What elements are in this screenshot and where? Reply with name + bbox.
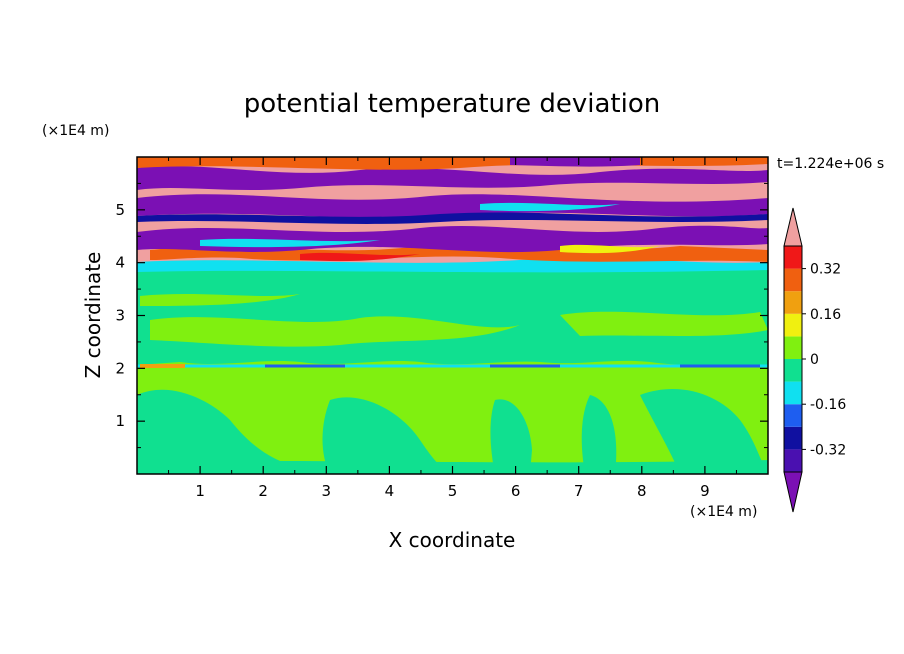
x-tick-label: 5	[448, 482, 458, 500]
field-plume-2	[322, 397, 450, 474]
field-band-purple-3	[137, 166, 768, 190]
colorbar-segment	[784, 359, 802, 382]
colorbar-extend-top	[783, 207, 803, 247]
chart-title: potential temperature deviation	[244, 89, 660, 119]
time-label: t=1.224e+06 s	[777, 156, 884, 172]
colorbar-segment	[784, 449, 802, 472]
colorbar-tick-label: -0.16	[810, 397, 846, 413]
field-band-transition-green	[137, 270, 768, 282]
colorbar-tick-label: 0.32	[810, 262, 841, 278]
colorbar-tick-label: 0.16	[810, 307, 841, 323]
field-band-yellow-1	[560, 244, 660, 254]
x-tick-label: 4	[385, 482, 395, 500]
field-band-aqua-2	[480, 202, 620, 212]
y-tick-label: 1	[115, 412, 125, 430]
colorbar-segment	[784, 381, 802, 405]
colorbar-segment	[784, 336, 802, 359]
field-plume-4	[581, 395, 617, 474]
x-tick-label: 2	[258, 482, 268, 500]
x-axis: 1 2 3 4 5 6 7 8 9	[168, 157, 737, 500]
field-plume-1	[137, 389, 300, 474]
y-tick-label: 4	[115, 254, 125, 272]
colorbar-segment	[784, 404, 802, 427]
field-patch-1	[150, 316, 520, 347]
x-tick-label: 8	[637, 482, 647, 500]
colorbar-segment	[784, 268, 802, 292]
colorbar-tick-label: 0	[810, 352, 819, 368]
y-axis: 1 2 3 4 5	[115, 182, 768, 449]
x-tick-label: 1	[195, 482, 205, 500]
x-tick-label: 6	[511, 482, 521, 500]
x-tick-label: 7	[574, 482, 584, 500]
colorbar: 0.32 0.16 0 -0.16 -0.32	[783, 207, 846, 513]
y-tick-label: 5	[115, 201, 125, 219]
colorbar-segment	[784, 313, 802, 337]
colorbar-segment	[784, 426, 802, 450]
x-tick-label: 3	[322, 482, 332, 500]
field-band-purple-top	[510, 157, 640, 167]
colorbar-tick-label: -0.32	[810, 442, 846, 458]
field-band-red-1	[300, 252, 420, 262]
colorbar-segment	[784, 246, 802, 269]
field-band-aqua-1	[200, 238, 380, 248]
field-plume-5	[640, 389, 768, 474]
heatmap-field	[137, 157, 768, 474]
x-tick-label: 9	[700, 482, 710, 500]
field-plume-3	[490, 399, 532, 474]
y-axis-title: Z coordinate	[81, 252, 105, 379]
colorbar-extend-bottom	[783, 471, 803, 513]
field-patch-3	[140, 294, 300, 306]
x-unit-label: (×1E4 m)	[690, 504, 757, 520]
x-axis-title: X coordinate	[389, 528, 516, 552]
field-patch-2	[560, 311, 768, 336]
y-unit-label: (×1E4 m)	[42, 123, 109, 139]
y-tick-label: 3	[115, 307, 125, 325]
colorbar-segment	[784, 291, 802, 314]
field-band-purple-2	[137, 194, 768, 219]
field-band-blue-1	[137, 212, 768, 224]
y-tick-label: 2	[115, 359, 125, 377]
